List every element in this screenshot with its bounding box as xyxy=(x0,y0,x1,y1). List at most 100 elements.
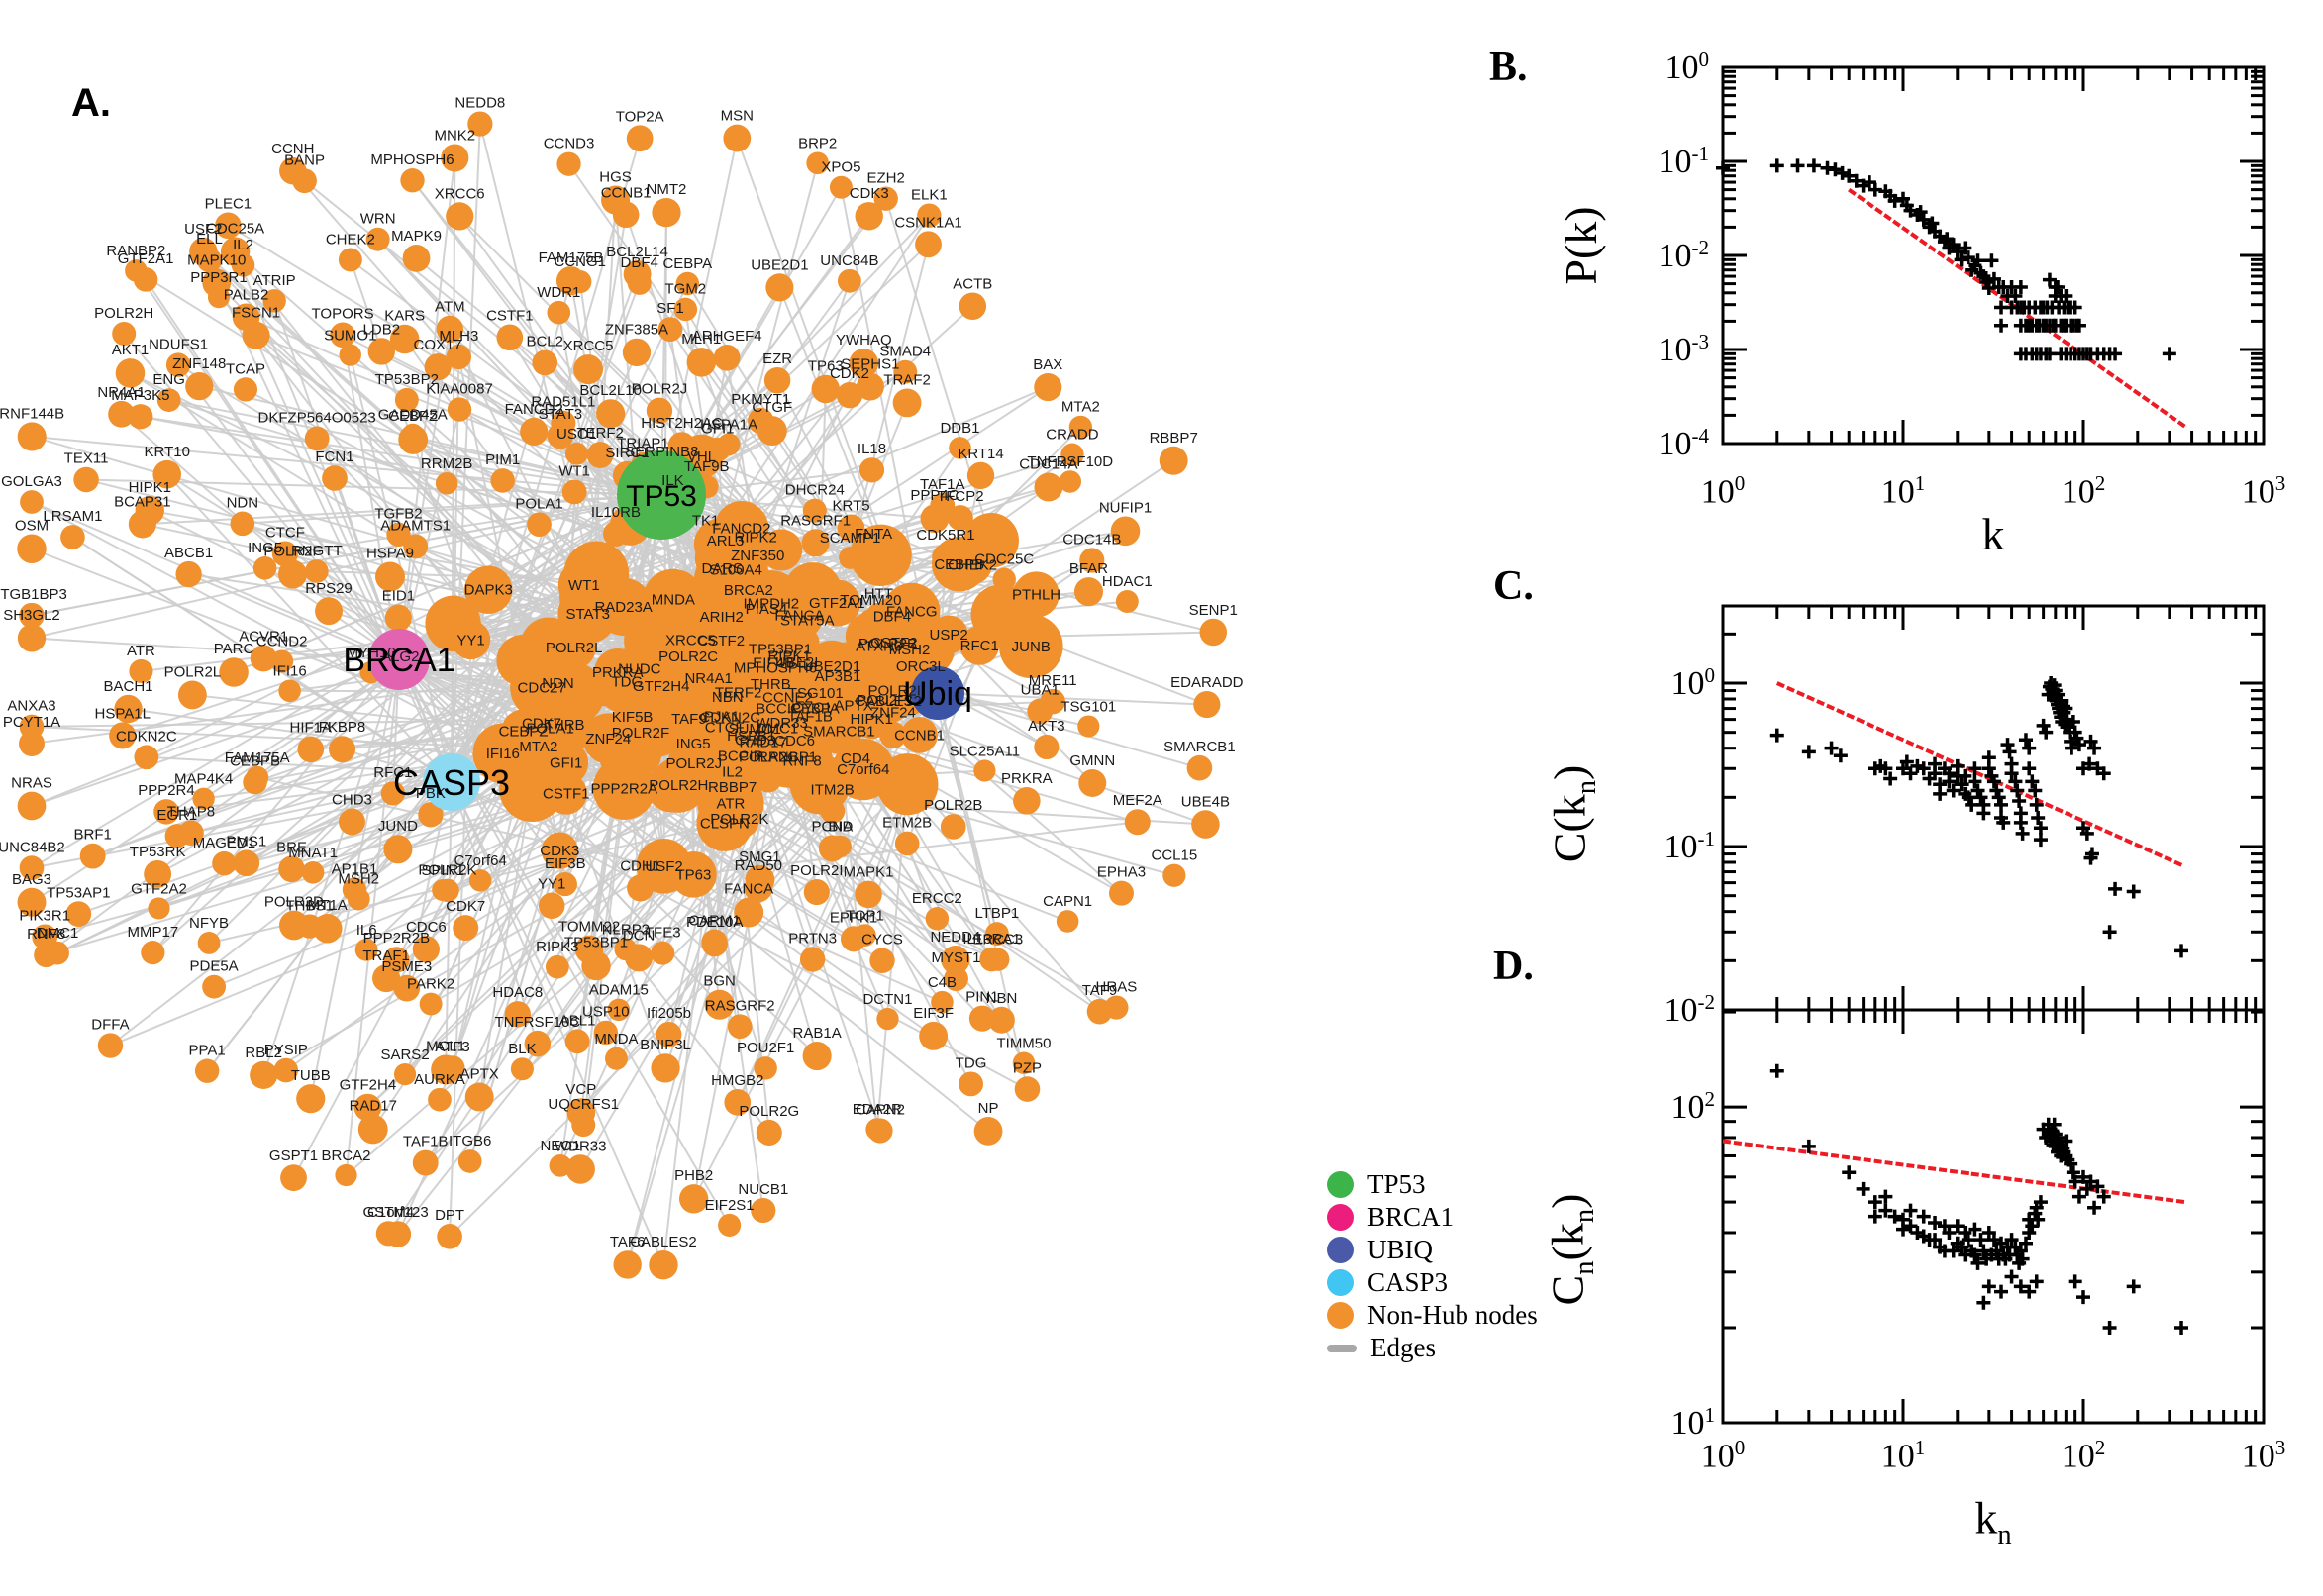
network-node-label: NUFIP1 xyxy=(1099,500,1152,517)
hub-node-ubiq xyxy=(911,666,964,720)
network-node xyxy=(858,457,885,483)
network-node xyxy=(651,941,675,965)
network-node xyxy=(941,945,970,975)
network-node-label: CDC6 xyxy=(774,733,815,749)
network-node xyxy=(561,479,587,505)
network-node xyxy=(386,522,411,548)
network-node xyxy=(79,843,106,869)
x-tick-label-d: 102 xyxy=(2061,1436,2106,1475)
network-node-label: DHCR24 xyxy=(785,482,845,499)
network-node xyxy=(1078,769,1107,798)
network-node-label: MAPK10 xyxy=(187,251,246,268)
network-node-label: SEPHS1 xyxy=(841,356,899,373)
network-node-label: FNTA xyxy=(855,526,892,543)
network-node-label: CDKN2C xyxy=(116,728,177,745)
network-node-label: ENG xyxy=(152,371,185,388)
network-node xyxy=(141,941,165,965)
network-node-label: FAM175B xyxy=(539,249,604,266)
network-node xyxy=(464,1082,494,1112)
network-node xyxy=(230,511,255,537)
network-node-label: RBBP7 xyxy=(708,779,757,796)
fit-line xyxy=(1775,681,2185,868)
network-node xyxy=(754,1056,777,1080)
network-node xyxy=(490,468,515,493)
network-node-label: NP xyxy=(978,1100,999,1117)
network-node-label: PCNA xyxy=(812,818,854,835)
network-node xyxy=(468,869,492,892)
axis-ticks xyxy=(1721,65,2266,446)
network-node-label: JUND xyxy=(378,818,418,835)
network-node-label: KIF5B xyxy=(612,709,654,726)
network-node xyxy=(873,186,898,211)
network-node-label: ATM xyxy=(435,299,465,316)
network-node xyxy=(763,367,791,394)
network-node xyxy=(795,629,820,654)
network-node-label: STAT3 xyxy=(539,406,582,423)
network-node-label: CDC27 xyxy=(518,680,566,697)
network-node-label: RASGRF1 xyxy=(780,512,851,529)
network-node xyxy=(799,947,826,972)
network-node-label: TOP2A xyxy=(616,108,664,125)
network-node-label: UQCRFS1 xyxy=(548,1096,619,1113)
network-node xyxy=(858,542,888,572)
network-node-label: BNIP3L xyxy=(640,1037,691,1053)
network-node-label: CYCS xyxy=(861,932,903,948)
network-node-label: HIF1A xyxy=(290,720,333,737)
network-node xyxy=(829,175,853,199)
network-node-label: RANBP1 xyxy=(758,748,817,765)
network-node-label: DBF4 xyxy=(873,609,911,626)
network-node-label: UBA1 xyxy=(1021,682,1060,699)
network-node xyxy=(165,352,191,377)
network-node xyxy=(1191,810,1220,839)
network-node-label: YY1 xyxy=(538,876,565,893)
network-node-label: NMT2 xyxy=(647,181,687,198)
network-node xyxy=(879,721,907,749)
network-node-label: BCCIP xyxy=(718,748,763,764)
network-node-label: ARL3 xyxy=(707,533,745,549)
network-node-label: EPPK1 xyxy=(830,909,877,926)
network-node-label: TAF1A xyxy=(920,476,965,493)
network-node-label: RIPK1 xyxy=(767,648,810,665)
network-node xyxy=(17,887,47,917)
network-node-label: GOLGA3 xyxy=(1,473,62,490)
network-node xyxy=(464,565,513,614)
network-node-label: FANCD2 xyxy=(505,401,563,418)
network-node-label: FAM175A xyxy=(225,749,290,766)
network-node xyxy=(625,944,654,972)
network-node-label: MLH3 xyxy=(439,328,478,345)
network-node xyxy=(626,125,654,152)
network-node-label: KIAA0087 xyxy=(426,380,493,397)
network-node xyxy=(686,348,717,377)
network-node xyxy=(252,556,277,580)
network-node xyxy=(627,270,652,295)
network-node-label: TCAP xyxy=(226,360,265,377)
network-node-label: POLR2B xyxy=(858,636,917,652)
network-node xyxy=(301,861,325,884)
panel-b-plot xyxy=(1716,65,2266,446)
network-node-label: TGM2 xyxy=(664,281,706,298)
network-node xyxy=(596,399,626,429)
network-node xyxy=(837,514,865,543)
hub-node-label-brca1: BRCA1 xyxy=(343,642,454,679)
network-node-label: FANCA xyxy=(774,608,824,625)
network-node-label: CAPN2 xyxy=(856,1101,905,1118)
network-node-label: CCNB1 xyxy=(601,184,652,201)
network-node-label: NDN xyxy=(542,675,574,692)
network-node xyxy=(279,156,307,185)
network-node-label: FKBP8 xyxy=(319,719,366,736)
y-tick-label-b: 10-2 xyxy=(1658,235,1709,275)
network-node-label: TIMM50 xyxy=(996,1035,1051,1051)
network-node-label: C1orf123 xyxy=(367,1204,429,1221)
network-node-label: BCL2L14 xyxy=(606,244,668,260)
network-node-label: MNK2 xyxy=(434,127,475,144)
network-node-label: RAB1A xyxy=(793,1025,842,1042)
network-node-label: RBBP7 xyxy=(1150,430,1198,447)
network-node xyxy=(1162,863,1186,887)
network-node-label: ING5 xyxy=(248,540,282,556)
network-node xyxy=(65,901,92,927)
legend-item-brca1: BRCA1 xyxy=(1327,1201,1538,1234)
network-node-label: SF1 xyxy=(656,300,684,317)
network-node-label: POLR2K xyxy=(418,862,476,879)
